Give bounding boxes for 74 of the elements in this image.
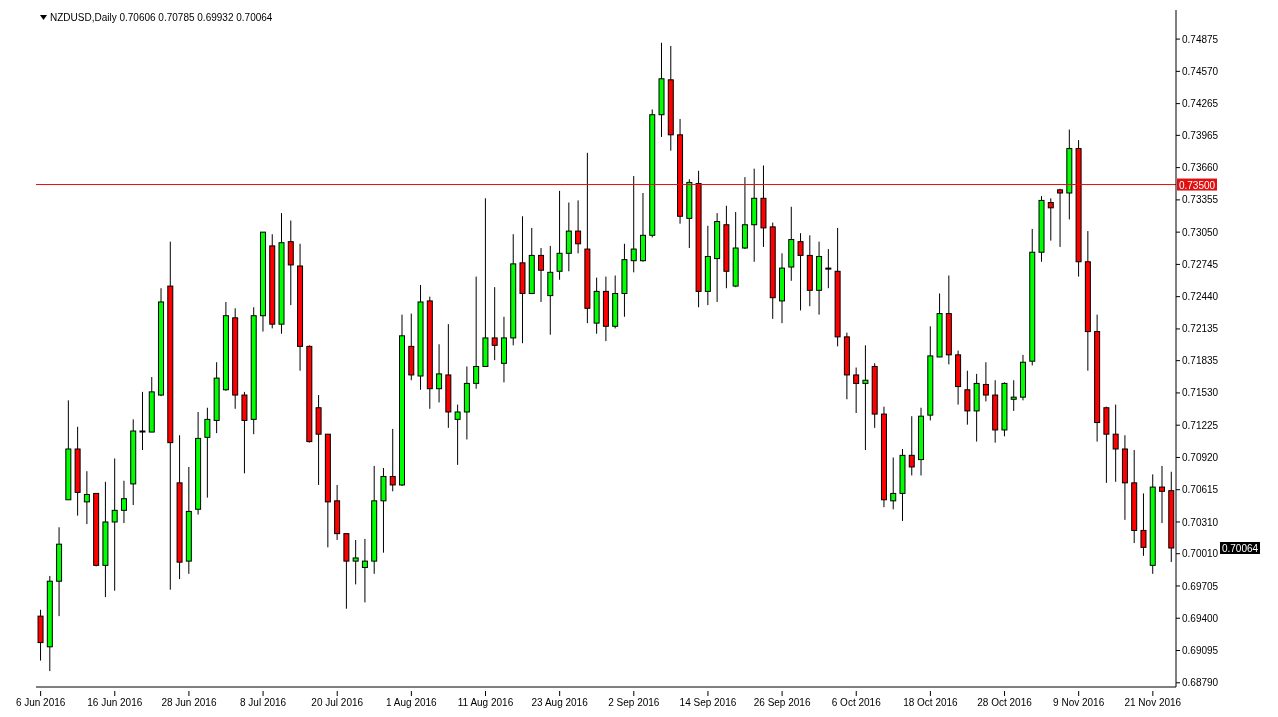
y-tick-label: 0.72135 xyxy=(1182,323,1219,335)
candlestick xyxy=(352,539,359,585)
candlestick xyxy=(1057,188,1064,248)
candlestick xyxy=(575,199,582,254)
y-tick-label: 0.69095 xyxy=(1182,645,1219,657)
candlestick xyxy=(862,344,869,451)
candlestick xyxy=(1047,197,1054,242)
y-tick-label: 0.73050 xyxy=(1182,226,1219,238)
candlestick xyxy=(964,370,971,426)
x-tick-label: 6 Oct 2016 xyxy=(831,697,882,708)
x-tick-label: 14 Sep 2016 xyxy=(679,697,737,708)
x-tick-label: 28 Oct 2016 xyxy=(977,697,1033,708)
y-tick-label: 0.71835 xyxy=(1182,355,1219,367)
y-tick-label: 0.71530 xyxy=(1182,387,1219,399)
candlestick xyxy=(83,470,90,525)
candlestick xyxy=(287,220,294,306)
candlestick xyxy=(825,248,832,289)
y-tick-label: 0.74265 xyxy=(1182,98,1219,110)
x-tick-label: 26 Sep 2016 xyxy=(753,697,811,708)
y-tick-label: 0.73965 xyxy=(1182,129,1219,141)
candlestick xyxy=(890,456,897,510)
x-tick-label: 11 Aug 2016 xyxy=(457,697,514,708)
candlestick xyxy=(538,247,545,303)
text: 0.70064 xyxy=(1221,543,1259,554)
candlestick xyxy=(120,480,127,524)
x-tick-label: 8 Jul 2016 xyxy=(240,697,287,708)
candlestick xyxy=(547,245,554,336)
x-tick-label: 28 Jun 2016 xyxy=(161,697,217,708)
y-tick-label: 0.73355 xyxy=(1182,194,1219,206)
candlestick xyxy=(630,175,637,273)
y-tick-label: 0.72745 xyxy=(1182,258,1219,270)
y-tick-label: 0.69400 xyxy=(1182,612,1219,624)
candlestick xyxy=(361,538,368,603)
candlestick xyxy=(565,202,572,272)
x-tick-label: 2 Sep 2016 xyxy=(608,697,660,708)
candlestick xyxy=(436,343,443,403)
x-tick-label: 16 Jun 2016 xyxy=(87,697,143,708)
candlestick xyxy=(908,415,915,476)
candlestick xyxy=(556,190,563,281)
candlestick xyxy=(1112,404,1119,483)
y-tick-label: 0.70010 xyxy=(1182,548,1219,560)
candlestick xyxy=(389,428,396,492)
x-tick-label: 1 Aug 2016 xyxy=(386,697,438,708)
candlestick xyxy=(473,276,480,390)
candlestick xyxy=(491,286,498,361)
x-tick-label: 21 Nov 2016 xyxy=(1124,697,1182,708)
y-tick-label: 0.70615 xyxy=(1182,484,1219,496)
y-tick-label: 0.70920 xyxy=(1182,452,1219,463)
x-tick-label: 9 Nov 2016 xyxy=(1053,697,1105,708)
y-tick-label: 0.71225 xyxy=(1182,419,1219,431)
y-tick-label: 0.74875 xyxy=(1182,33,1219,45)
y-tick-label: 0.72440 xyxy=(1182,291,1219,303)
chart-title: NZDUSD,Daily 0.70606 0.70785 0.69932 0.70064 xyxy=(50,12,273,23)
x-tick-label: 6 Jun 2016 xyxy=(15,697,66,708)
x-tick-label: 23 Aug 2016 xyxy=(531,697,589,708)
candlestick xyxy=(797,232,804,311)
candlestick xyxy=(1159,465,1165,524)
candlestick xyxy=(139,391,146,451)
candlestick xyxy=(853,367,860,414)
ref-line-label: 0.73500 xyxy=(1178,179,1216,191)
candlestick xyxy=(111,458,118,592)
y-tick-label: 0.70310 xyxy=(1182,516,1219,528)
candlestick xyxy=(204,407,211,499)
candlestick xyxy=(1010,379,1017,412)
y-tick-label: 0.69705 xyxy=(1182,580,1219,592)
candlestick xyxy=(982,361,989,402)
x-tick-label: 18 Oct 2016 xyxy=(903,697,959,708)
y-tick-label: 0.68790 xyxy=(1182,677,1219,689)
x-tick-label: 20 Jul 2016 xyxy=(311,697,364,708)
y-tick-label: 0.73660 xyxy=(1182,162,1219,174)
candlestick xyxy=(741,176,748,250)
candlestick xyxy=(1140,492,1147,557)
y-tick-label: 0.74570 xyxy=(1182,65,1219,77)
candlestick xyxy=(454,404,461,466)
